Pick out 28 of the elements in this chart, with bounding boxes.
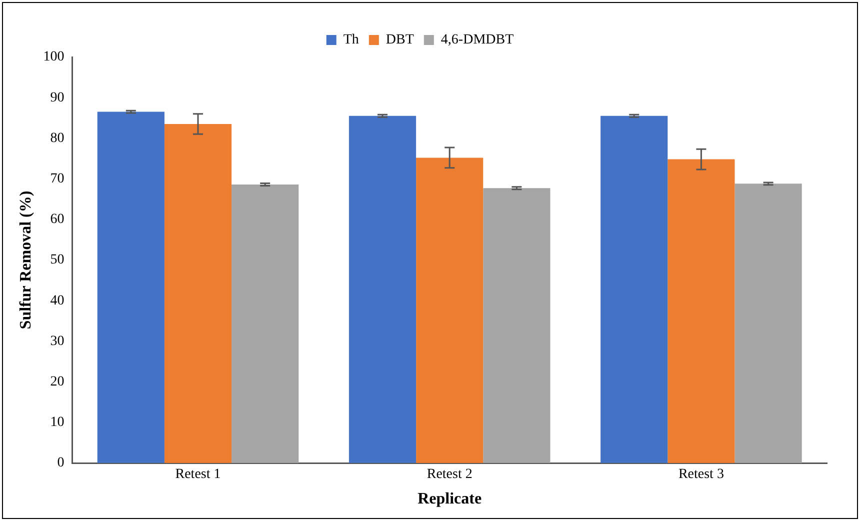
y-tick-label: 10	[50, 415, 64, 430]
legend-label: 4,6-DMDBT	[440, 32, 514, 48]
x-tick-label: Retest 3	[678, 467, 724, 482]
y-tick-label: 90	[50, 90, 64, 106]
y-tick-label: 40	[50, 293, 64, 308]
y-tick-label: 80	[50, 130, 64, 146]
y-tick-label: 50	[50, 252, 64, 268]
bar	[97, 112, 164, 463]
bar	[416, 158, 484, 463]
x-tick-label: Retest 1	[175, 467, 221, 482]
y-tick-label: 30	[50, 334, 64, 349]
y-tick-label: 70	[50, 171, 64, 186]
x-tick-label: Retest 2	[426, 467, 472, 482]
y-tick-label: 0	[57, 456, 64, 471]
y-tick-label: 100	[43, 50, 64, 65]
bar	[232, 184, 299, 463]
y-tick-label: 20	[50, 374, 64, 390]
bar	[668, 159, 735, 463]
bar	[164, 124, 232, 463]
legend-label: DBT	[386, 32, 414, 48]
bar	[600, 116, 668, 463]
x-axis-title: Replicate	[418, 490, 482, 508]
bar	[734, 184, 802, 463]
bar	[348, 116, 416, 463]
y-tick-label: 60	[50, 212, 64, 228]
legend-label: Th	[343, 32, 359, 48]
bar	[483, 188, 550, 463]
y-axis-title: Sulfur Removal (%)	[18, 190, 35, 330]
